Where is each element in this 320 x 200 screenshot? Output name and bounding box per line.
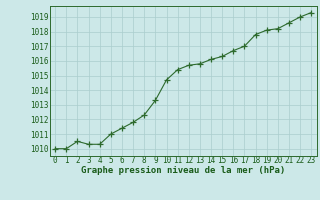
- X-axis label: Graphe pression niveau de la mer (hPa): Graphe pression niveau de la mer (hPa): [81, 166, 285, 175]
